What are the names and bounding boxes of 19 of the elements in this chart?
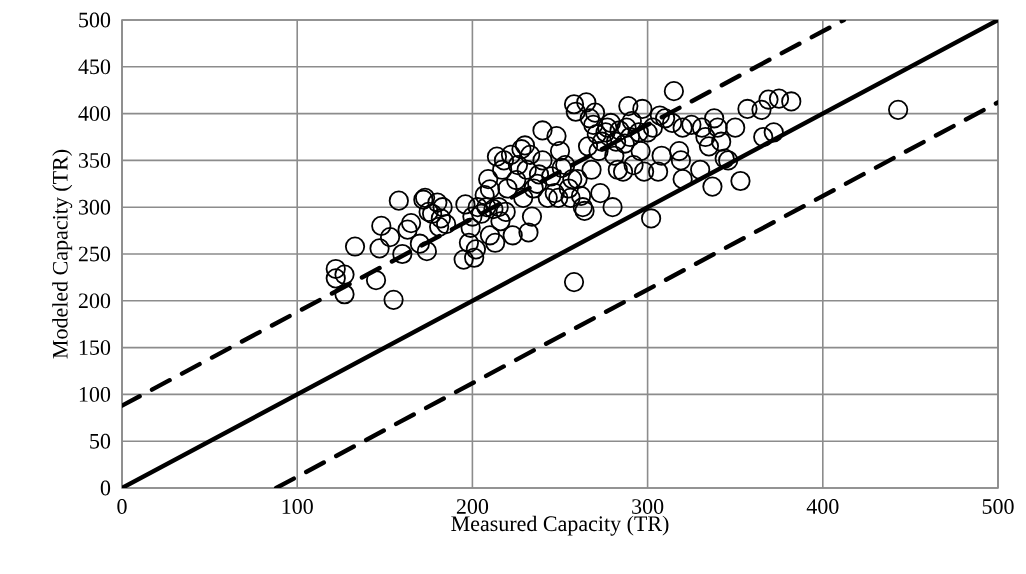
y-tick-label: 300 — [79, 199, 111, 215]
y-tick-label: 500 — [79, 12, 111, 28]
x-tick-label: 400 — [806, 499, 839, 514]
y-tick-label: 50 — [90, 433, 111, 449]
y-tick-label: 0 — [100, 480, 111, 496]
x-tick-label: 500 — [982, 499, 1014, 514]
y-tick-label: 250 — [78, 246, 111, 262]
x-tick-label: 300 — [632, 499, 664, 514]
y-tick-label: 450 — [78, 59, 111, 75]
y-tick-label: 150 — [79, 340, 111, 356]
x-tick-label: 200 — [456, 499, 489, 514]
y-tick-label: 200 — [78, 293, 111, 309]
x-tick-label: 100 — [282, 499, 313, 514]
x-tick-label: 0 — [117, 499, 127, 514]
x-axis-title: Measured Capacity (TR) — [451, 515, 669, 536]
y-tick-label: 400 — [78, 106, 111, 122]
y-axis-title: Modeled Capacity (TR) — [52, 149, 73, 359]
y-tick-label: 350 — [79, 153, 111, 168]
y-tick-label: 100 — [79, 386, 111, 402]
